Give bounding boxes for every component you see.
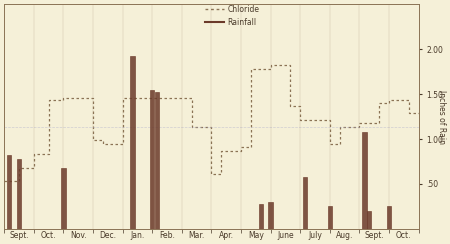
Bar [61, 168, 66, 229]
Text: Apr.: Apr. [219, 231, 234, 240]
Text: June: June [277, 231, 294, 240]
Bar [362, 132, 367, 229]
Bar [328, 206, 332, 229]
Text: Nov.: Nov. [70, 231, 86, 240]
Text: Dec.: Dec. [99, 231, 116, 240]
Bar [7, 155, 11, 229]
Text: Sept.: Sept. [9, 231, 29, 240]
Bar [150, 90, 154, 229]
Text: Oct.: Oct. [41, 231, 56, 240]
Text: July: July [308, 231, 322, 240]
Bar [268, 202, 273, 229]
Bar [155, 92, 159, 229]
Bar [303, 177, 307, 229]
Bar [130, 56, 135, 229]
Text: May: May [248, 231, 264, 240]
Text: Oct.: Oct. [396, 231, 411, 240]
Text: Feb.: Feb. [159, 231, 175, 240]
Legend: Chloride, Rainfall: Chloride, Rainfall [203, 3, 261, 28]
Bar [367, 211, 371, 229]
Bar [17, 159, 21, 229]
Y-axis label: Inches of Rain: Inches of Rain [437, 90, 446, 143]
Text: Mar.: Mar. [189, 231, 205, 240]
Bar [387, 206, 391, 229]
Bar [259, 204, 263, 229]
Text: Jan.: Jan. [130, 231, 144, 240]
Text: Sept.: Sept. [364, 231, 384, 240]
Text: Aug.: Aug. [336, 231, 353, 240]
